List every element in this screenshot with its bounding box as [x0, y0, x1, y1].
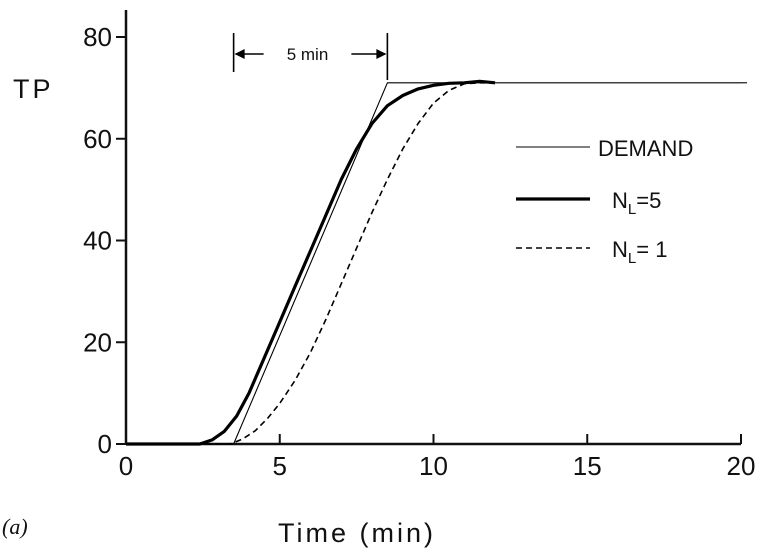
ticks: 0 5 10 15 20 0 20 40 60 80 — [83, 22, 755, 481]
series-line-3 — [126, 82, 495, 445]
series-group — [126, 79, 747, 446]
annotation-arrowhead-left — [234, 49, 245, 59]
x-tick-label: 5 — [273, 451, 287, 481]
legend: DEMAND NL=5 NL= 1 — [516, 136, 693, 267]
y-tick-label: 0 — [98, 429, 112, 459]
annotation-group: 5 min — [232, 33, 389, 80]
series-line-2 — [126, 79, 496, 446]
annotation-label: 5 min — [287, 45, 329, 64]
y-tick-label: 80 — [83, 22, 112, 52]
x-axis-title: Time (min) — [278, 518, 436, 548]
legend-label-1: DEMAND — [598, 136, 693, 161]
legend-label-3: NL= 1 — [612, 237, 667, 267]
x-tick-label: 10 — [419, 451, 448, 481]
x-tick-label: 15 — [573, 451, 602, 481]
annotation-arrowhead-right — [376, 49, 387, 59]
legend-label-2: NL=5 — [612, 188, 661, 218]
y-tick-label: 20 — [83, 327, 112, 357]
x-tick-label: 20 — [727, 451, 756, 481]
y-tick-label: 40 — [83, 226, 112, 256]
axes — [124, 10, 741, 446]
y-axis-title: TP — [13, 74, 54, 104]
x-tick-label: 0 — [119, 451, 133, 481]
y-tick-label: 60 — [83, 124, 112, 154]
panel-label: (a) — [2, 514, 28, 539]
